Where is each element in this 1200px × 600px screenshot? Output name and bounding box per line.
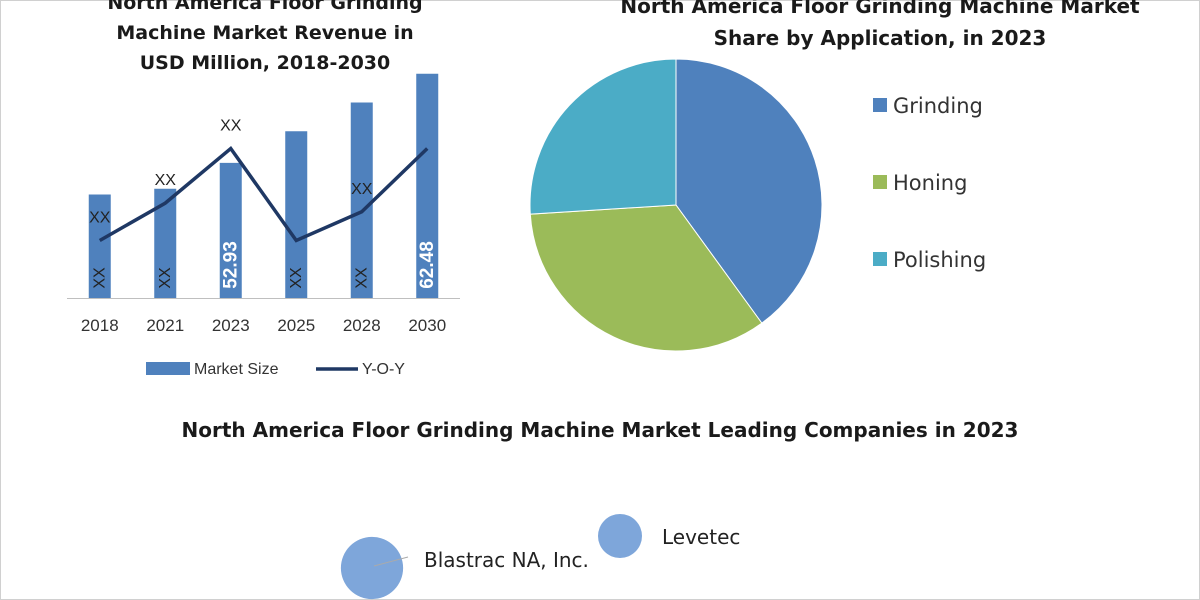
- bar-chart-title: North America Floor Grinding Machine Mar…: [107, 0, 423, 74]
- x-tick-2023: 2023: [212, 316, 250, 335]
- bar-data-label-2025: XX: [288, 267, 305, 289]
- bar-data-label-2028: XX: [353, 267, 370, 289]
- pie-slice-honing: [529, 204, 763, 352]
- bar-data-label-2021: XX: [157, 267, 174, 289]
- pie-chart-title: North America Floor Grinding Machine Mar…: [620, 0, 1140, 50]
- yoy-data-label-2021: XX: [155, 172, 177, 189]
- bubble-blastrac-label: Blastrac NA, Inc.: [424, 548, 589, 572]
- bubble-levetec-label: Levetec: [662, 525, 740, 549]
- bar-line-chart: 2018 XX 2021 XX 2023 52.93 2025 XX 2028 XX 2030 62.…: [67, 73, 460, 378]
- legend-polishing-swatch: [873, 252, 887, 266]
- bar-data-label-2023: 52.93: [220, 241, 241, 289]
- bubble-blastrac-leader: [373, 556, 409, 567]
- bar-2021: [154, 188, 177, 298]
- bubble-chart-title: North America Floor Grinding Machine Mar…: [181, 418, 1019, 442]
- bubble-levetec: [598, 514, 642, 558]
- yoy-data-label-2018: XX: [89, 210, 111, 227]
- legend-market-size-swatch: [146, 362, 190, 375]
- legend-polishing-label: Polishing: [893, 248, 986, 272]
- x-tick-2025: 2025: [277, 316, 315, 335]
- x-tick-2028: 2028: [343, 316, 381, 335]
- legend-grinding-label: Grinding: [893, 94, 983, 118]
- bubble-blastrac: [340, 536, 404, 600]
- x-tick-2030: 2030: [408, 316, 446, 335]
- bar-2023: [219, 162, 242, 298]
- yoy-data-label-2023: XX: [220, 118, 242, 135]
- bar-2018: [88, 194, 111, 298]
- bar-2025: [285, 131, 308, 298]
- pie-chart: Grinding Honing Polishing: [529, 58, 986, 352]
- bar-data-label-2030: 62.48: [417, 241, 438, 289]
- bar-2028: [350, 102, 373, 298]
- pie-slice-grinding: [675, 58, 823, 324]
- legend-yoy-label: Y-O-Y: [362, 361, 405, 378]
- legend-grinding-swatch: [873, 98, 887, 112]
- bar-2030: [416, 73, 439, 298]
- legend-honing-label: Honing: [893, 171, 967, 195]
- x-tick-2018: 2018: [81, 316, 119, 335]
- legend-market-size-label: Market Size: [194, 361, 279, 378]
- yoy-line: [98, 145, 429, 243]
- yoy-data-label-2028: XX: [351, 181, 373, 198]
- legend-honing-swatch: [873, 175, 887, 189]
- bar-data-label-2018: XX: [91, 267, 108, 289]
- bubble-chart: Blastrac NA, Inc. Levetec: [340, 514, 740, 600]
- x-tick-2021: 2021: [146, 316, 184, 335]
- pie-slice-polishing: [529, 58, 677, 215]
